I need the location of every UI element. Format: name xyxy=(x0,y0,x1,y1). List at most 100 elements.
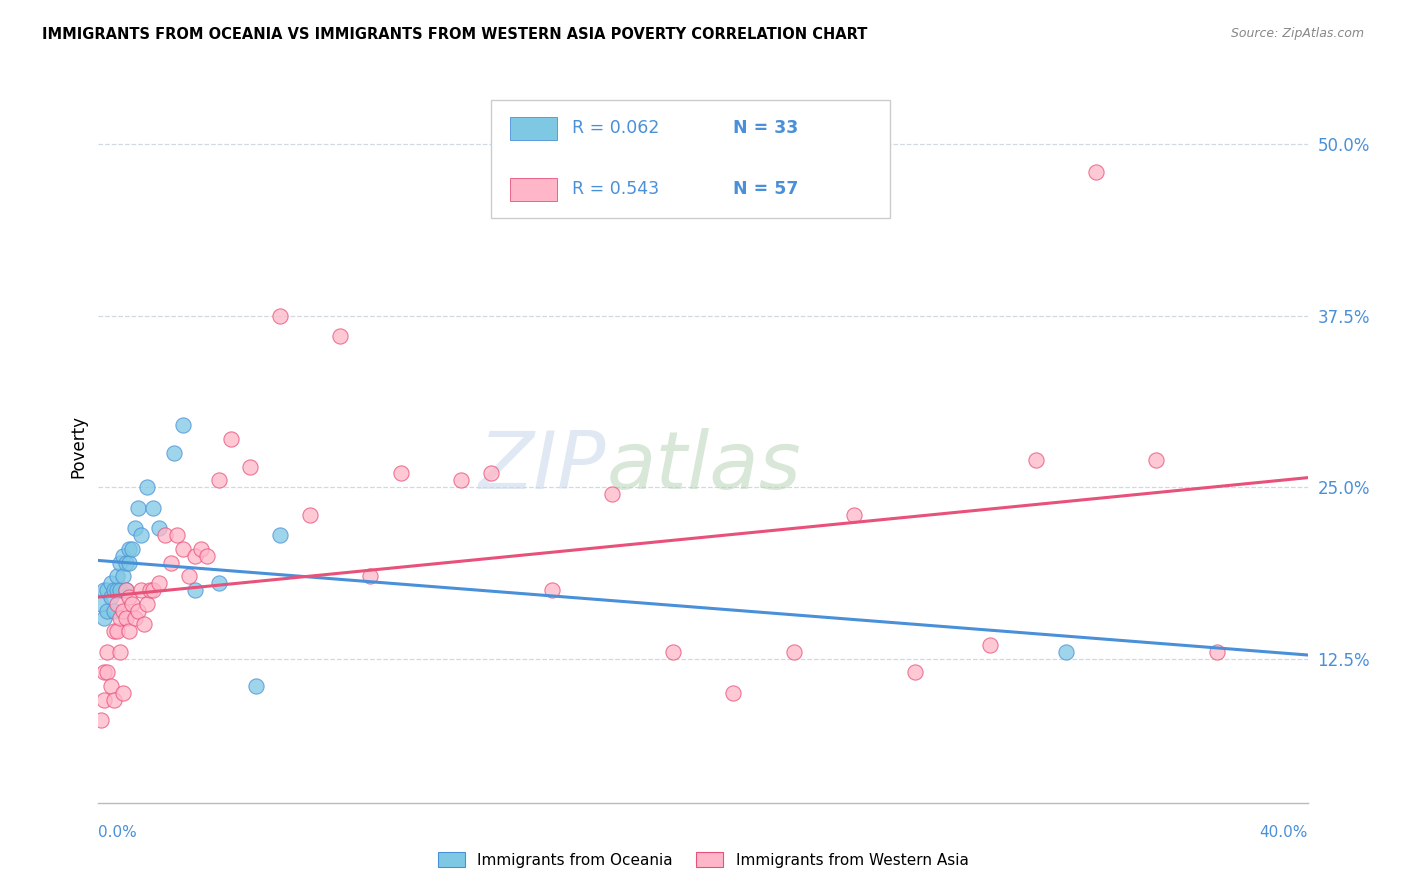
Legend: Immigrants from Oceania, Immigrants from Western Asia: Immigrants from Oceania, Immigrants from… xyxy=(432,846,974,873)
Text: IMMIGRANTS FROM OCEANIA VS IMMIGRANTS FROM WESTERN ASIA POVERTY CORRELATION CHAR: IMMIGRANTS FROM OCEANIA VS IMMIGRANTS FR… xyxy=(42,27,868,42)
Point xyxy=(661,645,683,659)
Point xyxy=(135,480,157,494)
Text: 40.0%: 40.0% xyxy=(1260,825,1308,840)
Point xyxy=(114,583,136,598)
Point xyxy=(1024,452,1046,467)
Point xyxy=(93,610,115,624)
Text: ZIP: ZIP xyxy=(479,428,606,507)
Point xyxy=(90,714,112,728)
Point xyxy=(96,645,118,659)
Point xyxy=(124,521,146,535)
Point xyxy=(103,693,125,707)
Point xyxy=(239,459,262,474)
Point xyxy=(127,500,149,515)
Point xyxy=(721,686,744,700)
Point xyxy=(1144,452,1167,467)
Point xyxy=(177,569,201,583)
Point xyxy=(269,309,291,323)
Point xyxy=(602,487,624,501)
Point xyxy=(114,556,136,570)
Point xyxy=(153,528,176,542)
Point xyxy=(111,604,134,618)
Point xyxy=(121,541,143,556)
Point xyxy=(172,418,194,433)
Point xyxy=(184,583,207,598)
Point xyxy=(96,665,118,680)
Point xyxy=(108,556,131,570)
Point xyxy=(118,624,141,639)
Point xyxy=(111,549,134,563)
Point xyxy=(111,686,134,700)
Point xyxy=(129,583,152,598)
Point xyxy=(269,528,291,542)
Point xyxy=(96,583,118,598)
Point xyxy=(360,569,382,583)
Point xyxy=(103,604,125,618)
Point xyxy=(148,576,170,591)
Point xyxy=(142,583,165,598)
Point xyxy=(108,610,131,624)
Text: N = 57: N = 57 xyxy=(734,180,799,198)
Point xyxy=(195,549,218,563)
Point xyxy=(329,329,352,343)
FancyBboxPatch shape xyxy=(492,100,890,218)
Point xyxy=(118,556,141,570)
Point xyxy=(160,556,183,570)
Point xyxy=(208,473,231,487)
Point xyxy=(299,508,322,522)
Point xyxy=(166,528,188,542)
Point xyxy=(100,679,122,693)
Text: 0.0%: 0.0% xyxy=(98,825,138,840)
Point xyxy=(100,576,122,591)
Point xyxy=(190,541,212,556)
Point xyxy=(96,604,118,618)
Point xyxy=(111,569,134,583)
Text: atlas: atlas xyxy=(606,428,801,507)
Point xyxy=(142,500,165,515)
Point xyxy=(389,467,412,481)
Point xyxy=(114,610,136,624)
Point xyxy=(100,590,122,604)
Point xyxy=(93,583,115,598)
Text: Source: ZipAtlas.com: Source: ZipAtlas.com xyxy=(1230,27,1364,40)
Point xyxy=(93,693,115,707)
Point xyxy=(129,528,152,542)
Point xyxy=(90,597,112,611)
Point xyxy=(132,617,155,632)
Text: R = 0.543: R = 0.543 xyxy=(572,180,659,198)
FancyBboxPatch shape xyxy=(509,178,557,201)
Point xyxy=(1206,645,1229,659)
Point xyxy=(105,597,128,611)
Point xyxy=(172,541,194,556)
Point xyxy=(221,432,243,446)
Point xyxy=(108,583,131,598)
Point xyxy=(124,610,146,624)
Point xyxy=(108,645,131,659)
Point xyxy=(127,604,149,618)
Point xyxy=(1085,164,1108,178)
Point xyxy=(163,446,186,460)
Y-axis label: Poverty: Poverty xyxy=(69,415,87,477)
Point xyxy=(105,569,128,583)
Point xyxy=(904,665,927,680)
Point xyxy=(184,549,207,563)
Point xyxy=(450,473,472,487)
Point xyxy=(782,645,804,659)
Text: N = 33: N = 33 xyxy=(734,120,799,137)
Point xyxy=(135,597,157,611)
Text: R = 0.062: R = 0.062 xyxy=(572,120,659,137)
Point xyxy=(105,583,128,598)
Point xyxy=(979,638,1001,652)
FancyBboxPatch shape xyxy=(509,117,557,140)
Point xyxy=(105,624,128,639)
Point xyxy=(121,597,143,611)
Point xyxy=(540,583,562,598)
Point xyxy=(103,624,125,639)
Point xyxy=(103,583,125,598)
Point xyxy=(93,665,115,680)
Point xyxy=(481,467,503,481)
Point xyxy=(148,521,170,535)
Point xyxy=(118,541,141,556)
Point xyxy=(844,508,866,522)
Point xyxy=(139,583,162,598)
